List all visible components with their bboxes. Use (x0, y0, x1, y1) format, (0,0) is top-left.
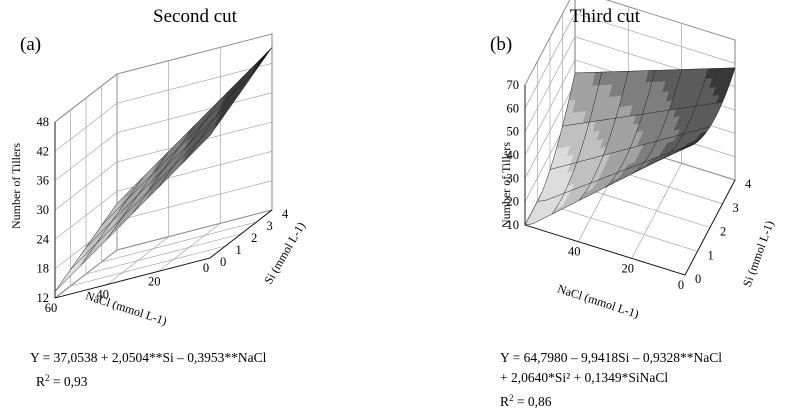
y-axis-label: Si (mmol L-1) (740, 219, 777, 289)
z-tick-label: 48 (37, 115, 50, 129)
z-tick-label: 50 (507, 125, 520, 139)
surface-mesh-line (549, 126, 711, 170)
z-tick-label: 30 (37, 203, 50, 217)
z-tick-label: 40 (507, 148, 520, 162)
x-tick-label: 20 (621, 261, 634, 275)
z-tick-label: 42 (37, 144, 50, 158)
z-gridline (54, 63, 273, 152)
surface-mesh-line (574, 67, 736, 74)
z-tick-label: 12 (37, 291, 50, 305)
surface-mesh-line (537, 141, 698, 202)
y-gridline (101, 86, 257, 263)
y-tick-label: 1 (708, 248, 714, 262)
equation-b-line-2: + 2,0640*Si² + 0,1349*SiNaCl (500, 370, 668, 385)
surface-mesh-line (85, 91, 242, 248)
z-tick-label: 24 (37, 232, 50, 246)
x-axis-label: NaCl (mmol L-1) (556, 281, 641, 320)
z-tick-label: 30 (507, 171, 520, 185)
y-gridline (85, 98, 242, 275)
surface-mesh-line (524, 146, 686, 226)
x-tick-label: 60 (45, 301, 58, 315)
y-tick-label: 2 (720, 225, 726, 239)
y-tick-label: 2 (251, 231, 257, 245)
panel-label-a: (a) (20, 34, 41, 55)
surface-mesh-line (116, 47, 273, 204)
chart-title-a: Second cut (153, 6, 238, 27)
y-tick-label: 3 (267, 219, 273, 233)
y-tick-label: 0 (220, 255, 226, 269)
x-tick-label: 20 (148, 274, 161, 288)
y-tick-label: 0 (695, 272, 701, 286)
z-gridline (54, 33, 273, 123)
y-gridline (70, 110, 226, 287)
y-tick-label: 4 (282, 207, 289, 221)
y-tick-label: 1 (236, 243, 242, 257)
x-tick-label: 0 (678, 278, 684, 292)
x-tick-label: 0 (203, 261, 209, 275)
r-squared-b: R2 = 0,86 (500, 393, 552, 409)
y-gridline (116, 74, 273, 251)
equation-b-line-1: Y = 64,7980 – 9,9418Si – 0,9328**NaCl (500, 350, 722, 365)
r-squared-a: R2 = 0,93 (36, 373, 88, 389)
y-tick-label: 3 (733, 201, 739, 215)
surface-mesh-line (209, 47, 273, 136)
z-tick-label: 60 (507, 101, 520, 115)
panel-label-b: (b) (490, 34, 512, 55)
x-tick-label: 40 (96, 288, 109, 302)
z-axis-label: Number of Tillers (499, 142, 513, 228)
equation-a-line-1: Y = 37,0538 + 2,0504**Si – 0,3953**NaCl (30, 350, 267, 365)
z-tick-label: 10 (507, 218, 520, 232)
z-tick-label: 70 (507, 78, 520, 92)
chart-title-b: Third cut (570, 6, 641, 27)
z-tick-label: 20 (507, 195, 520, 209)
z-axis-label: Number of Tillers (9, 143, 23, 229)
surface-mesh-line (54, 135, 211, 292)
surface-mesh-line (70, 113, 226, 270)
front-axes (54, 209, 273, 299)
x-axis-label: NaCl (mmol L-1) (84, 288, 169, 327)
x-tick-label: 40 (568, 245, 581, 259)
surface-mesh-line (101, 69, 257, 226)
front-axes (524, 179, 736, 276)
surface-mesh-line (562, 101, 723, 127)
y-tick-label: 4 (745, 177, 752, 191)
z-tick-label: 36 (37, 174, 50, 188)
z-tick-label: 18 (37, 262, 50, 276)
